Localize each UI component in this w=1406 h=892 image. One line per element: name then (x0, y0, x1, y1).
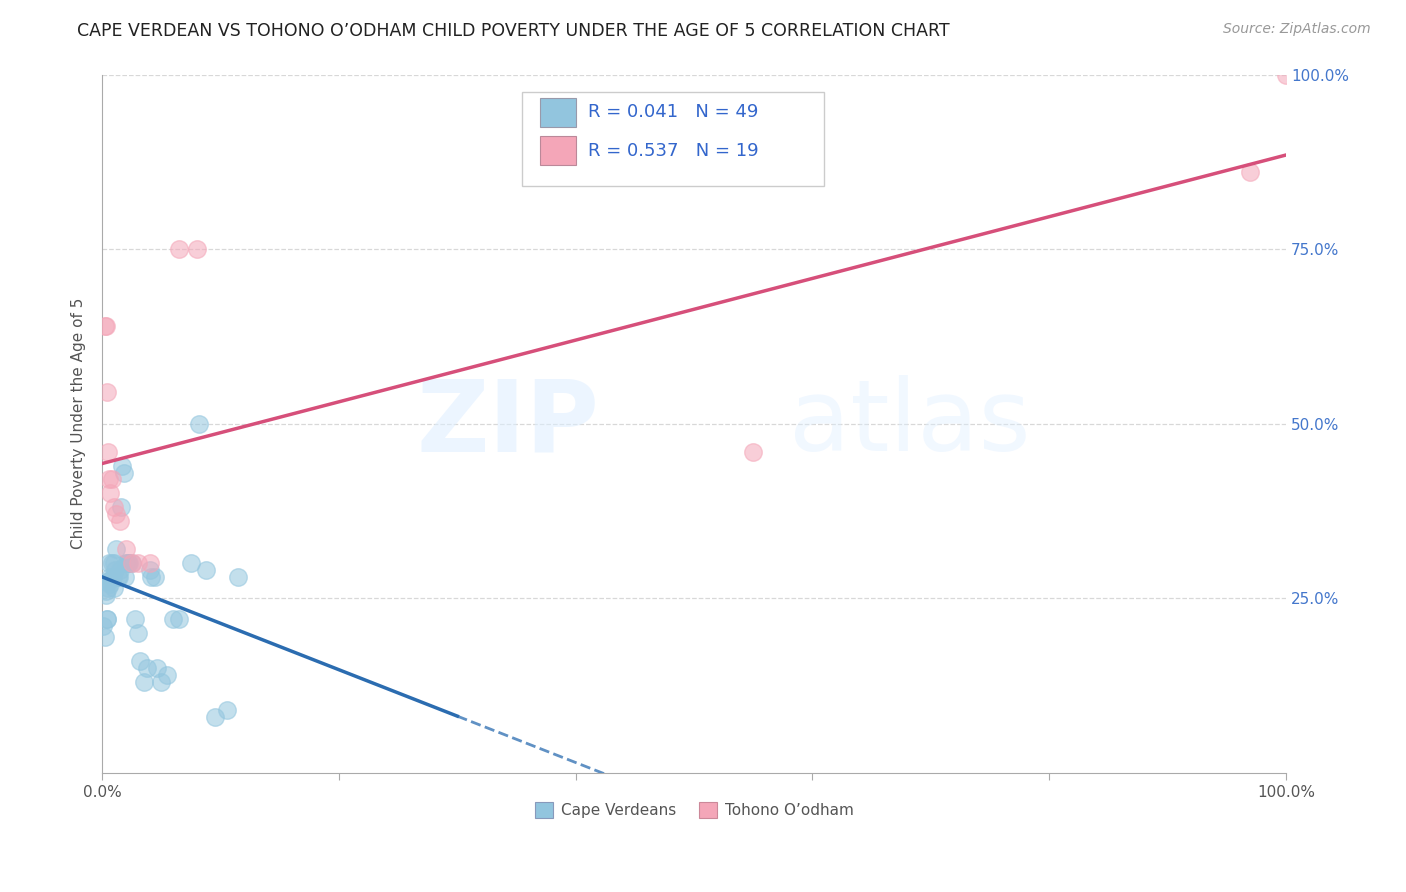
Point (742, 444, 765, 458)
Point (93, 318, 115, 333)
Point (100, 570, 122, 584)
Point (101, 570, 124, 584)
Point (167, 242, 190, 256)
FancyBboxPatch shape (540, 136, 575, 165)
Point (96, 612, 118, 626)
Point (127, 626, 149, 640)
Point (100, 473, 122, 487)
Point (139, 570, 162, 584)
Point (117, 556, 139, 570)
Point (94, 584, 117, 599)
Point (94, 318, 117, 333)
Point (115, 556, 138, 570)
Point (180, 556, 202, 570)
Point (188, 417, 211, 431)
Text: R = 0.041   N = 49: R = 0.041 N = 49 (588, 103, 758, 121)
Point (94, 588, 117, 602)
Point (96, 385, 118, 400)
Point (204, 710, 226, 724)
Point (129, 654, 152, 668)
Point (100, 486, 122, 500)
Point (118, 556, 141, 570)
Text: Source: ZipAtlas.com: Source: ZipAtlas.com (1223, 22, 1371, 37)
Point (100, 556, 122, 570)
Point (103, 500, 125, 515)
Text: atlas: atlas (789, 376, 1031, 472)
Point (195, 563, 218, 577)
Point (107, 570, 129, 584)
Point (105, 542, 128, 557)
Point (93, 619, 115, 633)
Point (97, 444, 120, 458)
Point (115, 556, 138, 570)
Point (167, 612, 190, 626)
Text: ZIP: ZIP (416, 376, 599, 472)
Point (138, 563, 160, 577)
Point (97, 581, 120, 595)
Point (1275, 68, 1298, 82)
Point (156, 668, 179, 682)
Point (228, 570, 250, 584)
Point (110, 500, 132, 515)
Point (186, 242, 208, 256)
Y-axis label: Child Poverty Under the Age of 5: Child Poverty Under the Age of 5 (72, 298, 86, 549)
Point (162, 612, 184, 626)
Legend: Cape Verdeans, Tohono O’odham: Cape Verdeans, Tohono O’odham (529, 797, 859, 824)
Point (103, 581, 125, 595)
FancyBboxPatch shape (540, 97, 575, 127)
Point (136, 661, 159, 675)
Point (145, 661, 167, 675)
Point (115, 542, 138, 557)
Point (104, 563, 127, 577)
Point (105, 508, 128, 522)
Point (108, 563, 131, 577)
Point (132, 675, 155, 690)
Point (108, 515, 131, 529)
Point (1239, 165, 1261, 179)
Point (112, 466, 135, 480)
Point (93, 630, 115, 644)
Point (138, 556, 160, 570)
Point (121, 556, 143, 570)
Point (98, 473, 121, 487)
Point (215, 703, 238, 717)
Point (107, 570, 129, 584)
Text: R = 0.537   N = 19: R = 0.537 N = 19 (588, 142, 758, 160)
Point (100, 577, 122, 591)
Point (124, 612, 146, 626)
Point (98, 574, 121, 588)
Point (103, 556, 125, 570)
Text: CAPE VERDEAN VS TOHONO O’ODHAM CHILD POVERTY UNDER THE AGE OF 5 CORRELATION CHAR: CAPE VERDEAN VS TOHONO O’ODHAM CHILD POV… (77, 22, 950, 40)
Point (111, 458, 134, 473)
Point (145, 570, 167, 584)
Point (114, 570, 136, 584)
Point (127, 556, 149, 570)
Point (150, 675, 173, 690)
Point (98, 556, 121, 570)
Point (97, 574, 120, 588)
Point (121, 556, 143, 570)
FancyBboxPatch shape (523, 92, 824, 186)
Point (96, 612, 118, 626)
